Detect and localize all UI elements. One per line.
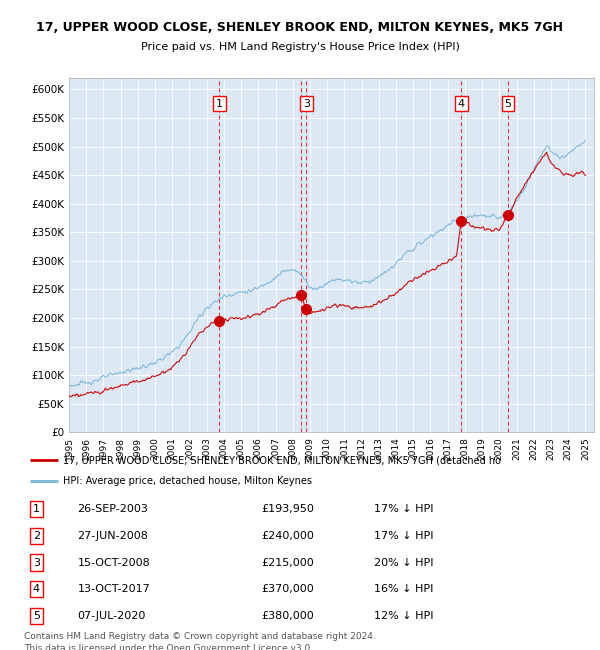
Text: 17, UPPER WOOD CLOSE, SHENLEY BROOK END, MILTON KEYNES, MK5 7GH: 17, UPPER WOOD CLOSE, SHENLEY BROOK END,… — [37, 21, 563, 34]
Text: 4: 4 — [458, 99, 465, 109]
Text: HPI: Average price, detached house, Milton Keynes: HPI: Average price, detached house, Milt… — [64, 476, 313, 486]
Text: £193,950: £193,950 — [261, 504, 314, 514]
Text: £370,000: £370,000 — [261, 584, 314, 594]
Text: £215,000: £215,000 — [261, 558, 314, 567]
Text: 17% ↓ HPI: 17% ↓ HPI — [374, 531, 433, 541]
Text: 26-SEP-2003: 26-SEP-2003 — [77, 504, 148, 514]
Text: 3: 3 — [33, 558, 40, 567]
Text: 3: 3 — [303, 99, 310, 109]
Text: 5: 5 — [505, 99, 512, 109]
Text: 15-OCT-2008: 15-OCT-2008 — [77, 558, 151, 567]
Text: 1: 1 — [33, 504, 40, 514]
Text: 16% ↓ HPI: 16% ↓ HPI — [374, 584, 433, 594]
Text: 1: 1 — [216, 99, 223, 109]
Text: 20% ↓ HPI: 20% ↓ HPI — [374, 558, 433, 567]
Text: Price paid vs. HM Land Registry's House Price Index (HPI): Price paid vs. HM Land Registry's House … — [140, 42, 460, 52]
Text: £380,000: £380,000 — [261, 611, 314, 621]
Text: 12% ↓ HPI: 12% ↓ HPI — [374, 611, 433, 621]
Text: 07-JUL-2020: 07-JUL-2020 — [77, 611, 146, 621]
Text: 13-OCT-2017: 13-OCT-2017 — [77, 584, 151, 594]
Text: This data is licensed under the Open Government Licence v3.0.: This data is licensed under the Open Gov… — [24, 644, 313, 650]
Text: 17, UPPER WOOD CLOSE, SHENLEY BROOK END, MILTON KEYNES, MK5 7GH (detached ho: 17, UPPER WOOD CLOSE, SHENLEY BROOK END,… — [64, 456, 502, 465]
Text: 27-JUN-2008: 27-JUN-2008 — [77, 531, 148, 541]
Text: 17% ↓ HPI: 17% ↓ HPI — [374, 504, 433, 514]
Text: 5: 5 — [33, 611, 40, 621]
Text: 2: 2 — [33, 531, 40, 541]
Text: Contains HM Land Registry data © Crown copyright and database right 2024.: Contains HM Land Registry data © Crown c… — [24, 632, 376, 641]
Text: £240,000: £240,000 — [261, 531, 314, 541]
Text: 4: 4 — [33, 584, 40, 594]
